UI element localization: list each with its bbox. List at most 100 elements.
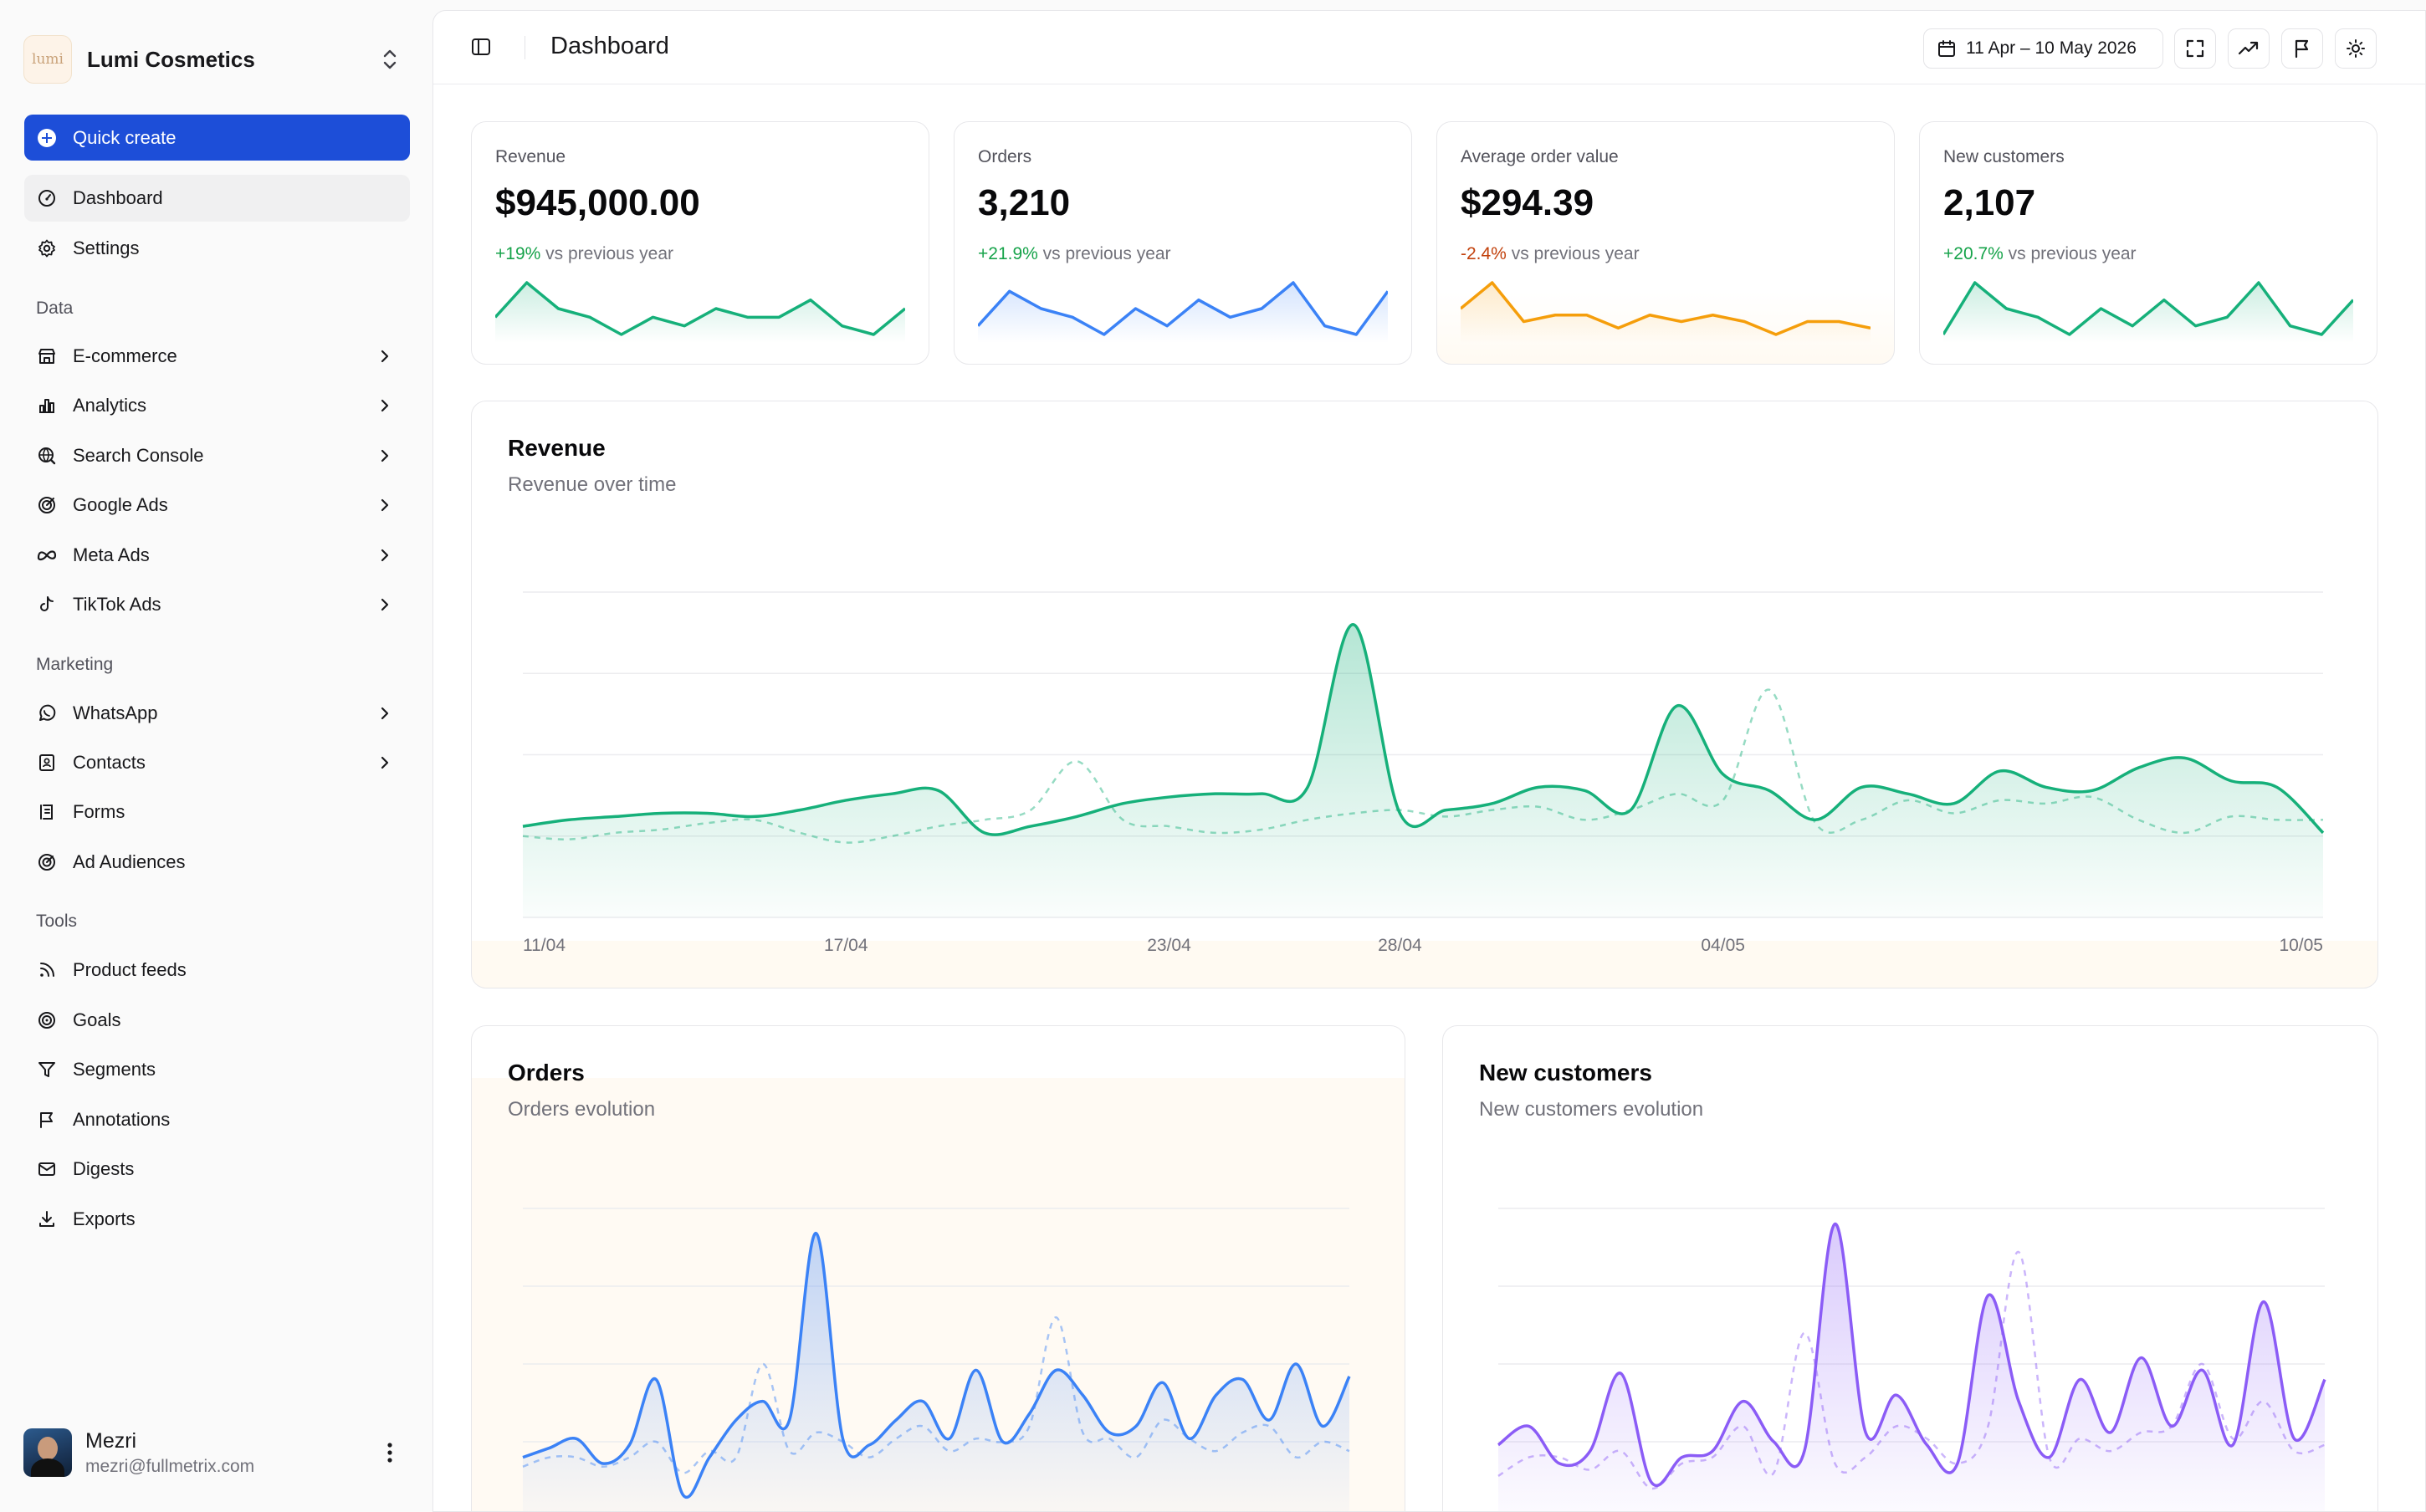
sidebar-item-forms[interactable]: Forms <box>24 789 410 835</box>
top-bar: Dashboard 11 Apr – 10 May 2026 <box>433 11 2425 84</box>
meta-icon <box>36 544 58 566</box>
sidebar-item-analytics[interactable]: Analytics <box>24 382 410 429</box>
chevron-right-icon <box>381 449 389 462</box>
sidebar-item-label: Digests <box>73 1158 135 1179</box>
kpi-label: Orders <box>978 147 1032 166</box>
user-email: mezri@fullmetrix.com <box>85 1456 255 1476</box>
series-area <box>523 624 2323 917</box>
trend-button[interactable] <box>2228 28 2270 69</box>
sidebar-item-google-ads[interactable]: Google Ads <box>24 482 410 529</box>
sidebar: lumi Lumi Cosmetics Quick create Dashboa… <box>0 0 432 1512</box>
more-vertical-icon[interactable] <box>386 1442 393 1463</box>
sidebar-item-search-console[interactable]: Search Console <box>24 432 410 479</box>
sidebar-item-label: Segments <box>73 1059 156 1080</box>
theme-toggle-button[interactable] <box>2335 28 2377 69</box>
sidebar-item-label: Annotations <box>73 1109 171 1130</box>
sidebar-item-label: Contacts <box>73 752 146 773</box>
x-tick-label: 04/05 <box>1701 936 1745 955</box>
sparkline-line <box>978 281 1388 336</box>
sidebar-item-label: Product feeds <box>73 959 187 980</box>
dashboard-icon <box>36 187 58 209</box>
kpi-delta-suffix: vs previous year <box>2008 244 2137 263</box>
kpi-label: New customers <box>1943 147 2065 166</box>
store-icon <box>36 345 58 367</box>
sidebar-item-ad-audiences[interactable]: Ad Audiences <box>24 839 410 886</box>
x-tick-label: 28/04 <box>1378 936 1422 955</box>
user-menu[interactable]: Mezri mezri@fullmetrix.com <box>23 1422 410 1484</box>
sidebar-item-label: Settings <box>73 238 140 258</box>
kpi-card-orders[interactable]: Orders 3,210 +21.9% vs previous year <box>954 121 1412 365</box>
kpi-sparkline <box>1461 281 1871 343</box>
chart-subtitle: New customers evolution <box>1479 1098 1704 1121</box>
sidebar-item-ecommerce[interactable]: E-commerce <box>24 333 410 380</box>
sidebar-item-exports[interactable]: Exports <box>24 1196 410 1243</box>
sidebar-item-whatsapp[interactable]: WhatsApp <box>24 690 410 737</box>
sparkline-area <box>495 283 905 343</box>
flag-icon <box>36 1109 58 1131</box>
sidebar-item-contacts[interactable]: Contacts <box>24 739 410 786</box>
filter-icon <box>36 1059 58 1080</box>
sidebar-item-meta-ads[interactable]: Meta Ads <box>24 532 410 579</box>
sidebar-item-tiktok-ads[interactable]: TikTok Ads <box>24 581 410 628</box>
sidebar-item-settings[interactable]: Settings <box>24 225 410 272</box>
form-icon <box>36 801 58 823</box>
kpi-card-revenue[interactable]: Revenue $945,000.00 +19% vs previous yea… <box>471 121 929 365</box>
quick-create-button[interactable]: Quick create <box>24 115 410 161</box>
page-title: Dashboard <box>550 33 669 59</box>
sidebar-item-label: WhatsApp <box>73 702 158 723</box>
trending-up-icon <box>2238 41 2259 55</box>
kpi-card-average-order-value[interactable]: Average order value $294.39 -2.4% vs pre… <box>1436 121 1895 365</box>
sidebar-toggle-icon[interactable] <box>470 36 492 58</box>
kpi-delta: -2.4% vs previous year <box>1461 244 1640 264</box>
download-icon <box>36 1208 58 1230</box>
chart-title: New customers <box>1479 1060 1652 1085</box>
bar-chart-icon <box>36 395 58 416</box>
whatsapp-icon <box>36 702 58 724</box>
series-line-current <box>1497 1222 2326 1487</box>
kpi-value: 2,107 <box>1943 182 2036 223</box>
sidebar-item-annotations[interactable]: Annotations <box>24 1096 410 1143</box>
sparkline-line <box>1943 281 2353 336</box>
x-tick-label: 23/04 <box>1147 936 1191 955</box>
series-line-current <box>522 1231 1351 1499</box>
sparkline-line <box>1461 281 1871 336</box>
orders-chart <box>522 1208 1351 1511</box>
kpi-card-new-customers[interactable]: New customers 2,107 +20.7% vs previous y… <box>1919 121 2377 365</box>
sidebar-item-dashboard[interactable]: Dashboard <box>24 175 410 222</box>
kpi-delta-suffix: vs previous year <box>1511 244 1640 263</box>
contacts-icon <box>36 752 58 774</box>
sidebar-item-label: Ad Audiences <box>73 851 186 872</box>
new-customers-chart <box>1497 1208 2326 1511</box>
chevron-right-icon <box>381 707 389 720</box>
series-area <box>1498 1223 2325 1511</box>
chart-title: Revenue <box>508 435 606 461</box>
kpi-sparkline <box>978 281 1388 343</box>
kpi-label: Average order value <box>1461 147 1619 166</box>
date-range-picker[interactable]: 11 Apr – 10 May 2026 <box>1923 28 2163 69</box>
chevron-right-icon <box>381 756 389 769</box>
chart-subtitle: Revenue over time <box>508 473 677 496</box>
mail-icon <box>36 1158 58 1180</box>
sidebar-item-label: Meta Ads <box>73 544 150 565</box>
sidebar-item-segments[interactable]: Segments <box>24 1046 410 1093</box>
kpi-delta: +20.7% vs previous year <box>1943 244 2137 264</box>
brand-logo: lumi <box>23 35 72 84</box>
chart-subtitle: Orders evolution <box>508 1098 656 1121</box>
sidebar-item-product-feeds[interactable]: Product feeds <box>24 947 410 994</box>
section-label-data: Data <box>36 299 74 318</box>
kpi-sparkline <box>1943 281 2353 343</box>
kpi-delta: +21.9% vs previous year <box>978 244 1171 264</box>
kpi-value: 3,210 <box>978 182 1071 223</box>
kpi-delta: +19% vs previous year <box>495 244 673 264</box>
annotations-button[interactable] <box>2281 28 2323 69</box>
chevron-right-icon <box>381 399 389 412</box>
sidebar-item-goals[interactable]: Goals <box>24 997 410 1044</box>
sidebar-item-digests[interactable]: Digests <box>24 1146 410 1193</box>
expand-icon <box>2186 39 2204 58</box>
x-tick-label: 10/05 <box>2279 936 2323 955</box>
sidebar-item-label: Goals <box>73 1009 121 1030</box>
fullscreen-button[interactable] <box>2174 28 2216 69</box>
user-name: Mezri <box>85 1428 137 1453</box>
workspace-switcher[interactable]: lumi Lumi Cosmetics <box>23 30 410 89</box>
globe-search-icon <box>36 445 58 467</box>
